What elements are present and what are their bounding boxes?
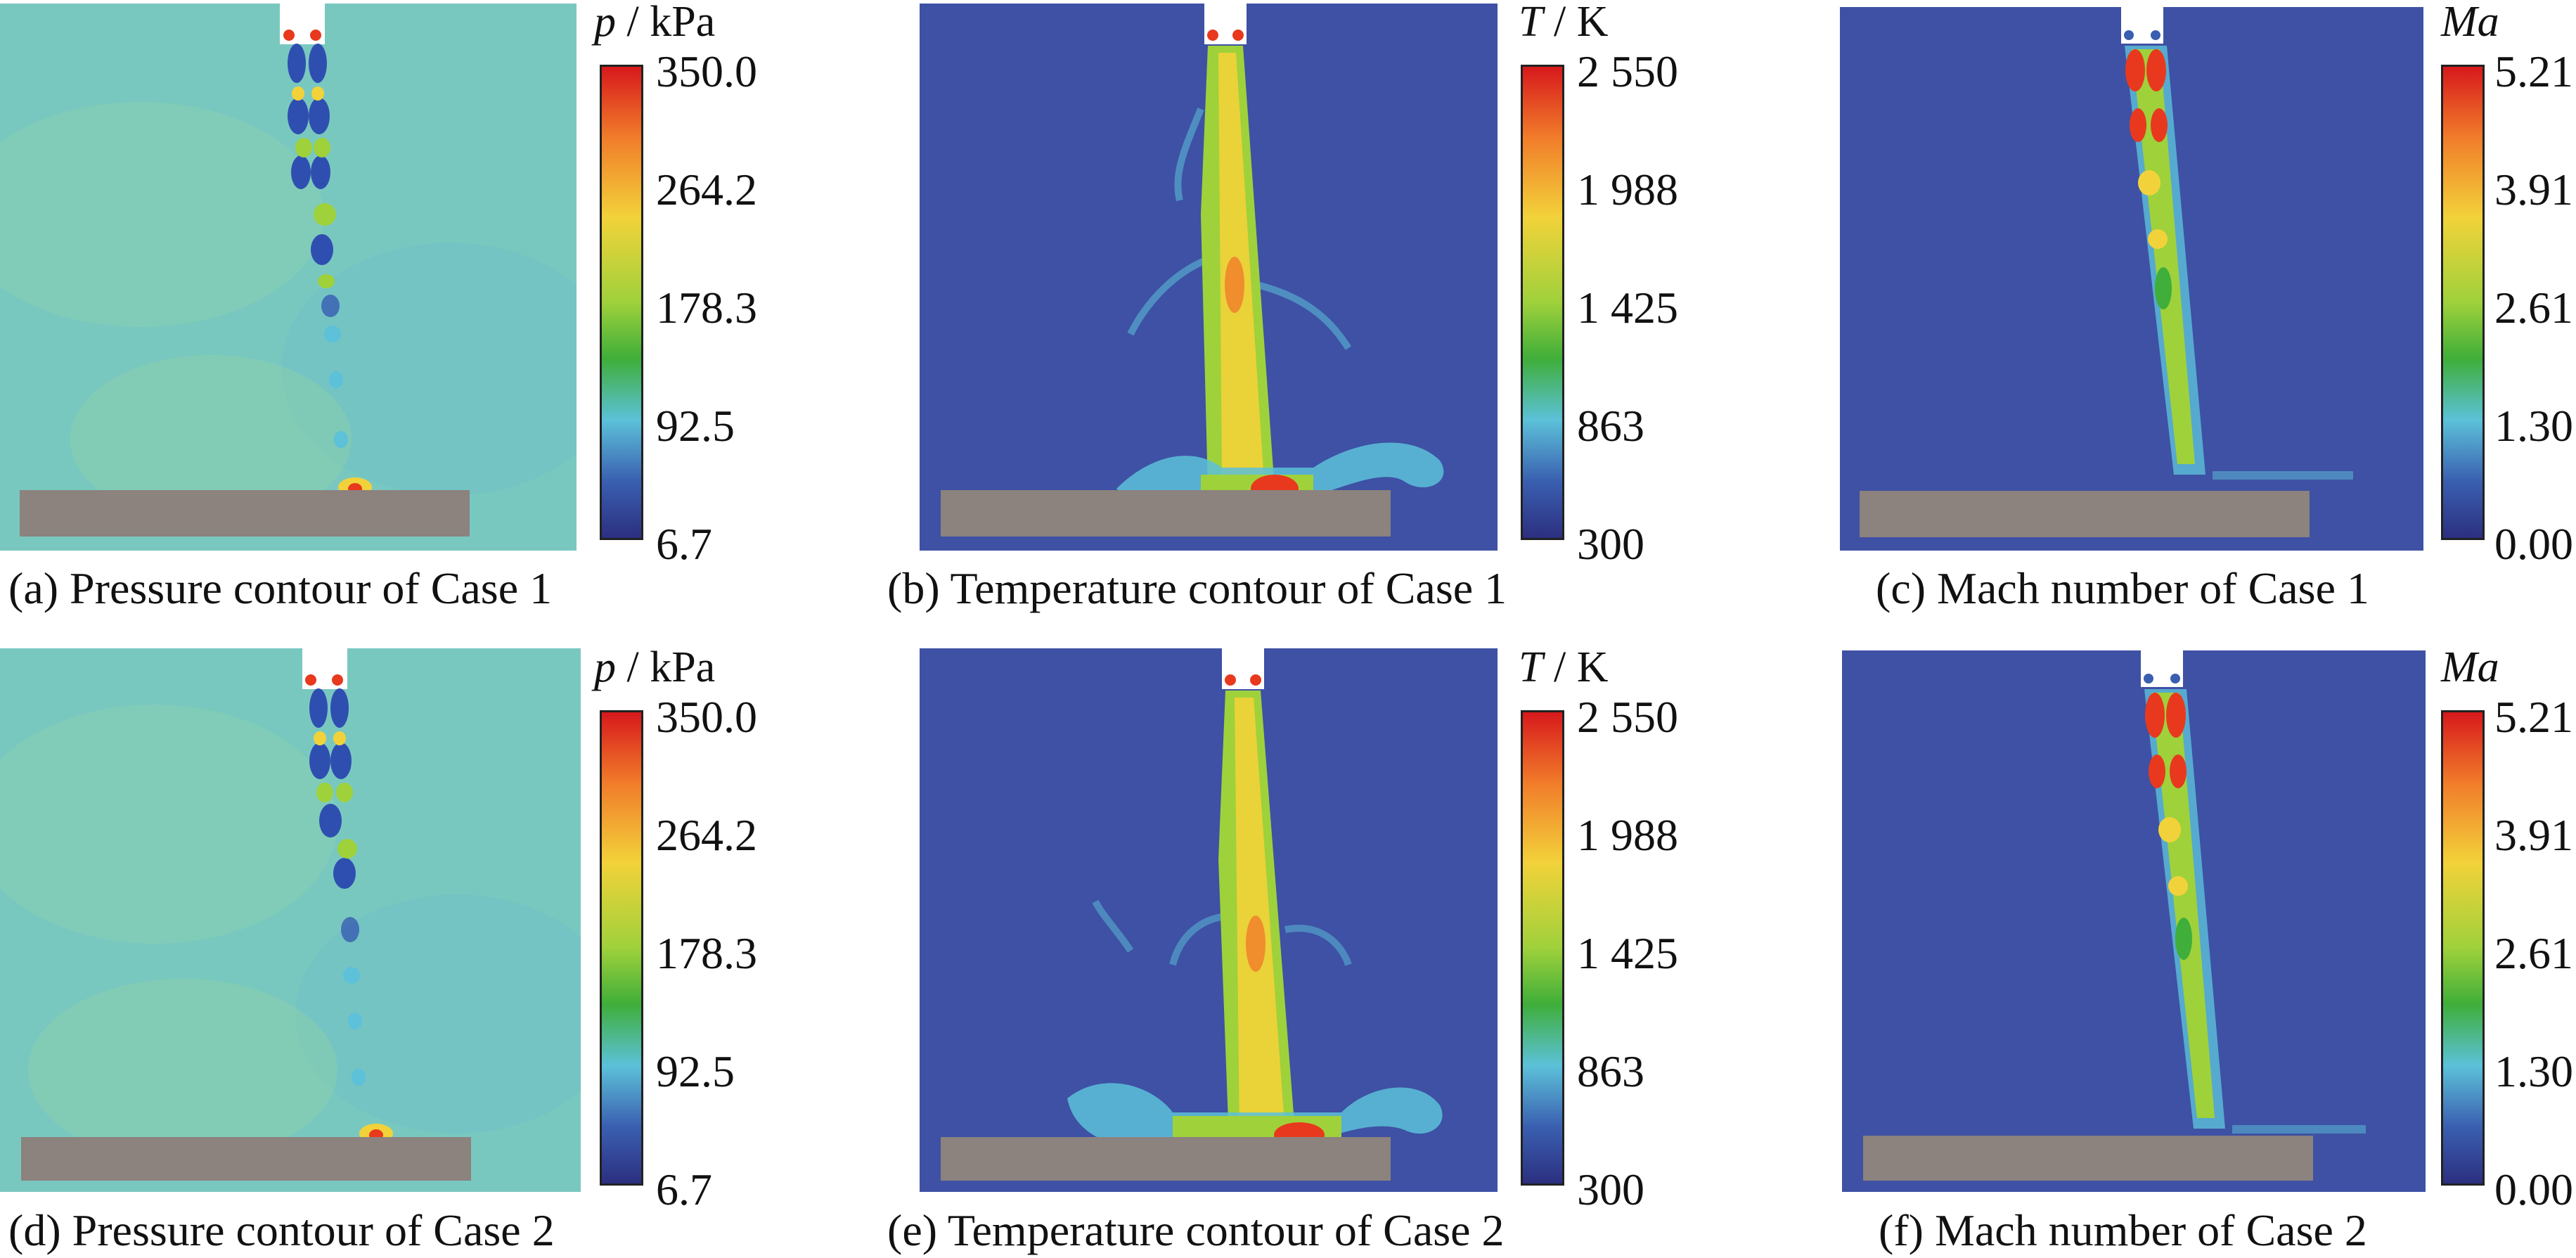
colorbar-tick: 1 988 [1577,165,1678,214]
colorbar-tick: 2 550 [1577,692,1678,742]
panel-caption: (b) Temperature contour of Case 1 [887,563,1507,613]
colorbar-symbol: T [1519,643,1543,691]
colorbar-symbol: p [594,0,616,46]
colorbar-tick: 6.7 [656,519,712,569]
panel-caption: (d) Pressure contour of Case 2 [8,1205,555,1255]
colorbar-tick: 0.00 [2494,519,2573,569]
colorbar-tick: 1 425 [1577,283,1678,333]
colorbar-tick: 264.2 [656,810,757,860]
colorbar-tick: 264.2 [656,165,757,214]
colorbar-symbol: p [594,643,616,691]
panel-caption: (f) Mach number of Case 2 [1879,1205,2367,1255]
colorbar-unit: / kPa [616,643,716,691]
colorbar-tick: 300 [1577,1164,1644,1214]
colorbar [2441,710,2485,1186]
colorbar-title: Ma [2441,0,2499,44]
colorbar-tick: 863 [1577,401,1644,451]
pressure-contour-plot [0,648,581,1192]
colorbar-tick: 178.3 [656,928,757,978]
pressure-contour-plot [0,4,577,551]
mach-number-plot [1840,7,2423,551]
colorbar-tick: 92.5 [656,1046,735,1096]
colorbar-tick: 350.0 [656,692,757,742]
colorbar-tick: 1.30 [2494,1046,2573,1096]
colorbar [600,710,643,1186]
colorbar-tick: 300 [1577,519,1644,569]
colorbar-symbol: T [1519,0,1543,46]
colorbar-tick: 1.30 [2494,401,2573,451]
temperature-contour-plot [920,648,1498,1192]
colorbar-tick: 3.91 [2494,165,2573,214]
colorbar-tick: 1 988 [1577,810,1678,860]
colorbar-tick: 5.21 [2494,46,2573,96]
colorbar-tick: 6.7 [656,1164,712,1214]
panel-caption: (c) Mach number of Case 1 [1876,563,2369,613]
mach-number-plot [1842,650,2426,1192]
colorbar [1521,65,1564,540]
colorbar-tick: 863 [1577,1046,1644,1096]
colorbar [2441,65,2485,540]
colorbar-tick: 178.3 [656,283,757,333]
temperature-contour-plot [920,4,1498,551]
colorbar-symbol: Ma [2441,0,2499,46]
colorbar-symbol: Ma [2441,643,2499,691]
colorbar-tick: 2.61 [2494,283,2573,333]
colorbar-unit: / K [1543,0,1609,46]
panel-caption: (e) Temperature contour of Case 2 [887,1205,1505,1255]
colorbar-tick: 2.61 [2494,928,2573,978]
colorbar-tick: 2 550 [1577,46,1678,96]
colorbar-unit: / K [1543,643,1609,691]
colorbar [1521,710,1564,1186]
colorbar-tick: 3.91 [2494,810,2573,860]
colorbar-title: p / kPa [594,646,715,689]
panel-caption: (a) Pressure contour of Case 1 [8,563,553,613]
colorbar-title: T / K [1519,646,1608,689]
colorbar-tick: 350.0 [656,46,757,96]
colorbar-unit: / kPa [616,0,716,46]
colorbar-title: T / K [1519,0,1608,44]
colorbar-tick: 0.00 [2494,1164,2573,1214]
colorbar [600,65,643,540]
colorbar-tick: 5.21 [2494,692,2573,742]
colorbar-tick: 92.5 [656,401,735,451]
colorbar-title: Ma [2441,646,2499,689]
colorbar-tick: 1 425 [1577,928,1678,978]
colorbar-title: p / kPa [594,0,715,44]
